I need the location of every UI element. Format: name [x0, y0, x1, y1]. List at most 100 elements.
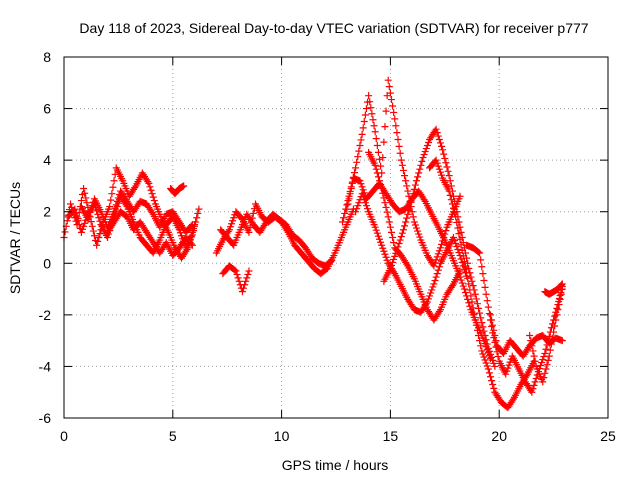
data-point [355, 199, 363, 207]
data-point [420, 151, 428, 159]
data-point [352, 164, 360, 172]
data-point [383, 256, 391, 264]
data-point [150, 197, 158, 205]
data-point [401, 222, 409, 230]
data-point [423, 142, 431, 150]
data-point [340, 214, 348, 222]
data-point [376, 177, 384, 185]
data-point [77, 197, 85, 205]
data-point [447, 196, 455, 204]
data-point [360, 117, 368, 125]
data-point [377, 181, 385, 189]
data-point [389, 258, 397, 266]
data-point [380, 194, 388, 202]
data-point [395, 240, 403, 248]
data-point [372, 226, 380, 234]
data-point [61, 228, 69, 236]
data-point [94, 237, 102, 245]
data-point [435, 136, 443, 144]
data-point [443, 163, 451, 171]
data-point [357, 180, 365, 188]
data-point [359, 193, 367, 201]
data-point [454, 246, 462, 254]
data-point [478, 263, 486, 271]
data-point [232, 267, 240, 275]
data-point [483, 362, 491, 370]
data-point [378, 241, 386, 249]
data-point [484, 344, 492, 352]
data-point [528, 342, 536, 350]
data-point [93, 241, 101, 249]
data-point [438, 171, 446, 179]
data-point [476, 309, 484, 317]
data-point [475, 248, 483, 256]
data-point [479, 270, 487, 278]
data-point [407, 198, 415, 206]
data-point [372, 165, 380, 173]
data-point [372, 135, 380, 143]
data-point [481, 283, 489, 291]
data-point [435, 165, 443, 173]
data-point [440, 150, 448, 158]
data-point [81, 189, 89, 197]
data-point [490, 384, 498, 392]
data-point [387, 96, 395, 104]
data-point [194, 209, 202, 217]
data-point [505, 361, 513, 369]
data-point [358, 190, 366, 198]
data-point [429, 283, 437, 291]
x-tick-label: 0 [60, 428, 68, 444]
plot-frame [63, 56, 609, 419]
data-point [353, 205, 361, 213]
data-point [446, 177, 454, 185]
data-point [195, 205, 203, 213]
data-point [558, 280, 566, 288]
data-point [428, 286, 436, 294]
data-point [438, 142, 446, 150]
data-point [353, 158, 361, 166]
data-point [469, 304, 477, 312]
data-point [488, 353, 496, 361]
data-point [242, 277, 250, 285]
data-point [180, 182, 188, 190]
data-point [238, 288, 246, 296]
data-point [420, 196, 428, 204]
data-point [473, 326, 481, 334]
data-point [229, 217, 237, 225]
data-point [471, 290, 479, 298]
data-point [396, 236, 404, 244]
data-point [386, 264, 394, 272]
data-point [486, 373, 494, 381]
data-point [381, 250, 389, 258]
data-point [463, 269, 471, 277]
data-point [380, 247, 388, 255]
data-point [146, 183, 154, 191]
data-point [436, 244, 444, 252]
data-point [355, 147, 363, 155]
data-point [527, 337, 535, 345]
data-point [397, 233, 405, 241]
data-point [480, 327, 488, 335]
data-point [538, 359, 546, 367]
data-point [107, 196, 115, 204]
data-point [399, 166, 407, 174]
data-point [492, 337, 500, 345]
chart-title: Day 118 of 2023, Sidereal Day-to-day VTE… [79, 20, 588, 36]
data-point [488, 322, 496, 330]
data-point [85, 212, 93, 220]
data-point [465, 299, 473, 307]
data-point [465, 280, 473, 288]
data-point [458, 279, 466, 287]
data-point [488, 377, 496, 385]
data-point [357, 136, 365, 144]
data-point [385, 218, 393, 226]
data-point [72, 209, 80, 217]
data-point [110, 208, 118, 216]
data-point [427, 289, 435, 297]
data-point [369, 116, 377, 124]
data-point [430, 262, 438, 270]
data-point [478, 347, 486, 355]
data-point [409, 213, 417, 221]
data-point [84, 215, 92, 223]
data-point [344, 200, 352, 208]
